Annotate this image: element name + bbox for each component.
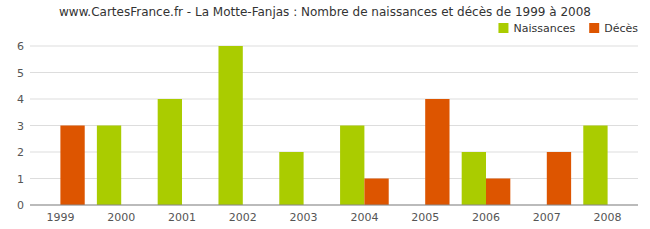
- bar: [60, 126, 84, 206]
- y-tick-label: 1: [17, 173, 24, 186]
- x-tick-label: 1999: [46, 211, 74, 224]
- chart: www.CartesFrance.fr - La Motte-Fanjas : …: [0, 0, 650, 229]
- y-tick-label: 0: [17, 199, 24, 212]
- bar: [279, 152, 303, 205]
- bar: [340, 126, 364, 206]
- legend-label: Naissances: [513, 22, 575, 35]
- x-tick-label: 2002: [229, 211, 257, 224]
- bar: [547, 152, 571, 205]
- grid-line: [30, 72, 638, 73]
- grid: [30, 46, 638, 205]
- bar: [218, 46, 242, 205]
- y-tick-label: 4: [17, 93, 24, 106]
- grid-line: [30, 99, 638, 100]
- bar: [583, 126, 607, 206]
- x-tick-label: 2008: [594, 211, 622, 224]
- x-tick-label: 2003: [290, 211, 318, 224]
- bars: [60, 46, 607, 205]
- legend-swatch: [589, 23, 599, 33]
- legend: Naissances Décès: [498, 22, 638, 35]
- bar: [462, 152, 486, 205]
- y-tick-label: 3: [17, 120, 24, 133]
- x-tick-label: 2004: [350, 211, 378, 224]
- bar: [158, 99, 182, 205]
- legend-label: Décès: [604, 22, 638, 35]
- grid-line: [30, 205, 638, 206]
- x-tick-label: 2006: [472, 211, 500, 224]
- legend-swatch: [498, 23, 508, 33]
- y-tick-label: 5: [17, 67, 24, 80]
- x-tick-label: 2005: [411, 211, 439, 224]
- x-tick-label: 2007: [533, 211, 561, 224]
- y-tick-label: 2: [17, 146, 24, 159]
- grid-line: [30, 46, 638, 47]
- bar: [97, 126, 121, 206]
- x-axis: [30, 205, 638, 206]
- bar: [486, 179, 510, 206]
- title: www.CartesFrance.fr - La Motte-Fanjas : …: [59, 5, 591, 19]
- x-tick-label: 2000: [107, 211, 135, 224]
- bar: [425, 99, 449, 205]
- y-tick-label: 6: [17, 40, 24, 53]
- bar: [364, 179, 388, 206]
- x-tick-label: 2001: [168, 211, 196, 224]
